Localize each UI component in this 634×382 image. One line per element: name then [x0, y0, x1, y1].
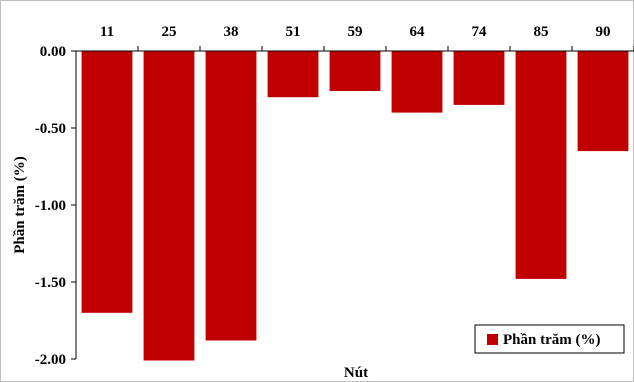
bar-90 — [577, 51, 629, 152]
x-tick-label-74: 74 — [472, 24, 488, 40]
x-tick-label-64: 64 — [410, 24, 426, 40]
bar-38 — [205, 51, 257, 341]
bar-64 — [391, 51, 443, 113]
bar-74 — [453, 51, 505, 105]
x-axis: 11 25 38 51 59 64 74 85 90 — [76, 24, 634, 52]
y-tick-label: -0.50 — [35, 121, 66, 137]
x-tick-label-85: 85 — [534, 24, 549, 40]
x-axis-label: Nút — [344, 365, 368, 381]
bar-11 — [81, 51, 133, 313]
legend-box — [474, 324, 625, 354]
bar-59 — [329, 51, 381, 91]
y-tick-label: -1.50 — [35, 275, 66, 291]
bar-85 — [515, 51, 567, 279]
bar-51 — [267, 51, 319, 98]
legend: Phần trăm (%) — [474, 324, 625, 354]
y-tick-label: 0.00 — [40, 44, 66, 60]
legend-label: Phần trăm (%) — [503, 332, 601, 348]
x-tick-label-38: 38 — [224, 24, 239, 40]
bar-series — [81, 51, 629, 361]
y-axis: 0.00 -0.50 -1.00 -1.50 -2.00 — [35, 44, 77, 368]
y-tick-label: -2.00 — [35, 352, 66, 368]
x-tick-label-90: 90 — [596, 24, 611, 40]
x-tick-label-25: 25 — [162, 24, 177, 40]
x-tick-label-51: 51 — [286, 24, 301, 40]
y-tick-label: -1.00 — [35, 198, 66, 214]
legend-swatch — [487, 334, 498, 345]
y-axis-label: Phần trăm (%) — [12, 156, 28, 254]
bar-25 — [143, 51, 195, 361]
x-tick-label-11: 11 — [100, 24, 114, 40]
x-tick-label-59: 59 — [348, 24, 363, 40]
